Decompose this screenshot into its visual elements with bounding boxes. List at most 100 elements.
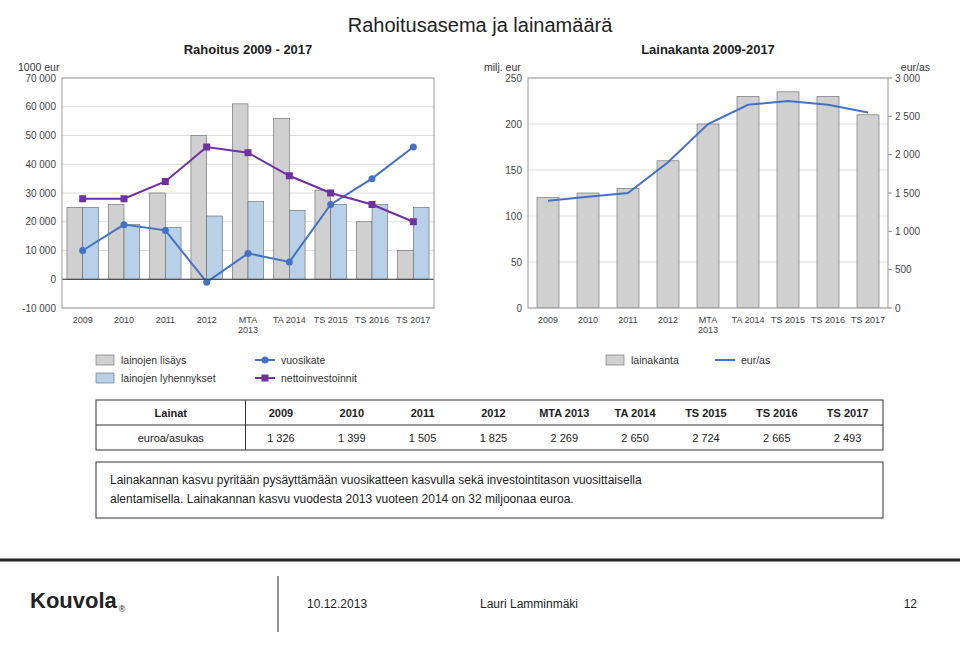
table: Lainat2009201020112012MTA 2013TA 2014TS … [96, 400, 883, 450]
legend: lainojen lisäyslainojen lyhennyksetvuosi… [96, 354, 357, 384]
bar [108, 205, 124, 280]
bar [577, 193, 599, 308]
text-box-frame [96, 462, 883, 518]
plot-frame [62, 78, 434, 308]
legend-marker [262, 375, 269, 382]
y2-tick [888, 231, 892, 232]
footer-name: Lauri Lamminmäki [480, 597, 578, 611]
bar [697, 124, 719, 308]
marker [203, 144, 210, 151]
table-cell: 2 493 [834, 432, 862, 444]
table-cell: 1 825 [480, 432, 508, 444]
table-cell: 2 665 [763, 432, 791, 444]
x-tick-label: 2009 [73, 315, 93, 325]
x-tick-label: TA 2014 [732, 315, 765, 325]
table-header: MTA 2013 [539, 407, 589, 419]
plot-area [537, 92, 879, 308]
legend-marker [262, 357, 269, 364]
x-tick-label: TS 2016 [355, 315, 389, 325]
y-tick-label: 0 [50, 274, 56, 285]
marker [245, 250, 252, 257]
table-frame [96, 400, 883, 450]
y-tick-label: 100 [505, 211, 522, 222]
marker [79, 247, 86, 254]
y-axis-label: milj. eur [484, 61, 521, 73]
logo: Kouvola [30, 588, 118, 613]
marker [162, 227, 169, 234]
table-header: 2012 [481, 407, 505, 419]
x-tick-label: 2012 [658, 315, 678, 325]
bar [657, 161, 679, 308]
y2-tick [888, 116, 892, 117]
x-tick-label: 2011 [156, 315, 175, 325]
table-divider [245, 400, 246, 450]
y-tick-label: 70 000 [25, 73, 56, 84]
bar [150, 193, 166, 279]
text-line: MTA [699, 315, 717, 325]
bar [537, 198, 559, 308]
plot-frame [528, 78, 888, 308]
y-tick-label: 50 000 [25, 130, 56, 141]
table-cell: 2 269 [550, 432, 578, 444]
table-row-label: euroa/asukas [138, 432, 205, 444]
zero-line [62, 279, 434, 280]
y2-tick-label: 0 [895, 303, 901, 314]
bar [124, 225, 140, 280]
line [83, 147, 414, 282]
chart-title: Rahoitus 2009 - 2017 [184, 42, 313, 57]
x-tick-label: TS 2016 [811, 315, 845, 325]
chart: Lainakanta 2009-2017milj. eureur/as05010… [484, 42, 930, 366]
legend-swatch [96, 373, 114, 383]
text-line: MTA [239, 315, 257, 325]
table-header: 2009 [269, 407, 293, 419]
marker [369, 201, 376, 208]
x-tick-label: TS 2015 [314, 315, 348, 325]
bar [207, 216, 223, 279]
page: Rahoitusasema ja lainamäärä Rahoitus 2009… [0, 0, 960, 646]
chart-title: Lainakanta 2009-2017 [641, 42, 775, 57]
legend-label: nettoinvestoinnit [281, 372, 357, 384]
table-header: TA 2014 [615, 407, 657, 419]
table-header: 2011 [411, 407, 435, 419]
bar [356, 222, 372, 280]
text-box: Lainakannan kasvu pyritään pysäyttämään … [96, 462, 883, 518]
table-cell: 2 650 [621, 432, 649, 444]
bar [67, 207, 83, 279]
bar [817, 96, 839, 308]
legend-swatch [96, 355, 114, 365]
y2-tick [888, 78, 892, 79]
x-tick-label: MTA2013 [698, 315, 718, 335]
y-tick-label: -10 000 [22, 303, 56, 314]
marker [410, 144, 417, 151]
y2-tick-label: 1 000 [895, 226, 920, 237]
y-tick-label: 20 000 [25, 216, 56, 227]
y2-tick-label: 2 000 [895, 149, 920, 160]
y-tick-label: 200 [505, 119, 522, 130]
marker [327, 201, 334, 208]
bar [617, 188, 639, 308]
bar [777, 92, 799, 308]
page-title: Rahoitusasema ja lainamäärä [348, 14, 613, 36]
x-tick-label: TS 2017 [851, 315, 885, 325]
table-header: 2010 [340, 407, 364, 419]
legend-label: lainakanta [631, 354, 679, 366]
table-divider [96, 425, 883, 426]
y2-tick [888, 269, 892, 270]
table-header: Lainat [155, 407, 188, 419]
x-tick-label: 2010 [578, 315, 598, 325]
marker [245, 149, 252, 156]
y-tick-label: 250 [505, 73, 522, 84]
y-tick-label: 150 [505, 165, 522, 176]
y-tick-label: 30 000 [25, 188, 56, 199]
x-tick-label: 2010 [114, 315, 134, 325]
chart: Rahoitus 2009 - 20171000 eur-10 000010 0… [18, 42, 434, 384]
marker [369, 175, 376, 182]
x-tick-label: TA 2014 [273, 315, 306, 325]
bar [248, 202, 264, 280]
y-tick-label: 50 [511, 257, 523, 268]
legend-label: vuosikate [281, 354, 326, 366]
legend-swatch [606, 355, 624, 365]
background [0, 0, 960, 646]
bar [372, 205, 388, 280]
text-line: 2013 [238, 325, 258, 335]
